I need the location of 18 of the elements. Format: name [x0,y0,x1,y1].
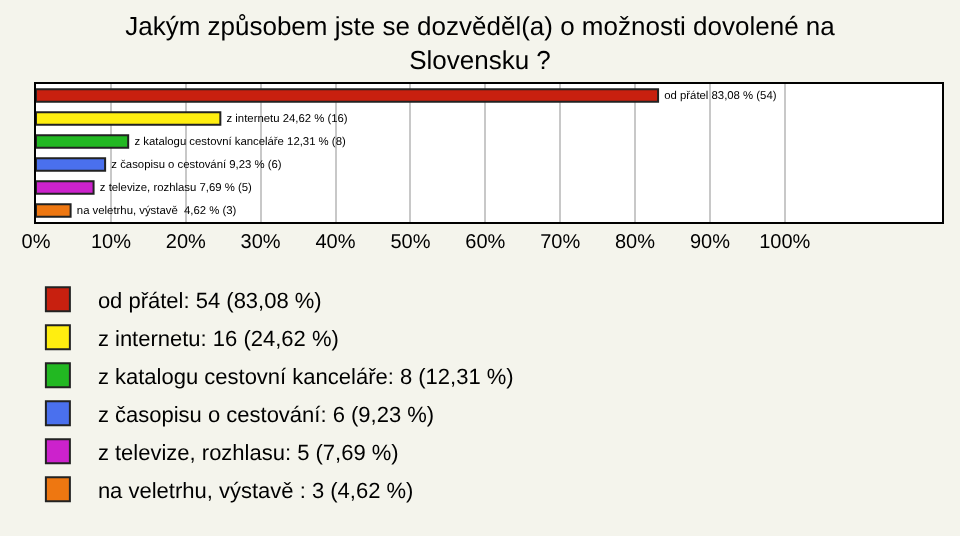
x-tick-label: 70% [540,232,581,254]
legend-label: z televize, rozhlasu: 5 (7,69 %) [97,441,399,466]
chart-title: Jakým způsobem jste se dozvěděl(a) o možnosti dovolené na Slovensku ? [125,10,837,75]
legend-label: z internetu: 16 (24,62 %) [97,327,339,352]
legend-label: z časopisu o cestování: 6 (9,23 %) [97,403,435,428]
x-tick-label: 40% [315,232,356,254]
legend-label: z katalogu cestovní kanceláře: 8 (12,31 %) [97,365,514,390]
x-tick-label: 50% [390,232,431,254]
x-tick-label: 0% [21,232,51,254]
legend-label: od přátel: 54 (83,08 %) [97,289,322,314]
x-tick-label: 100% [759,232,811,254]
x-tick-label: 90% [689,232,731,254]
legend-label: na veletrhu, výstavě : 3 (4,62 %) [97,479,414,504]
x-tick-label: 20% [165,232,206,254]
x-tick-label: 60% [465,232,506,254]
x-tick-label: 10% [90,232,132,254]
x-tick-label: 30% [240,232,281,254]
x-tick-label: 80% [614,232,656,254]
